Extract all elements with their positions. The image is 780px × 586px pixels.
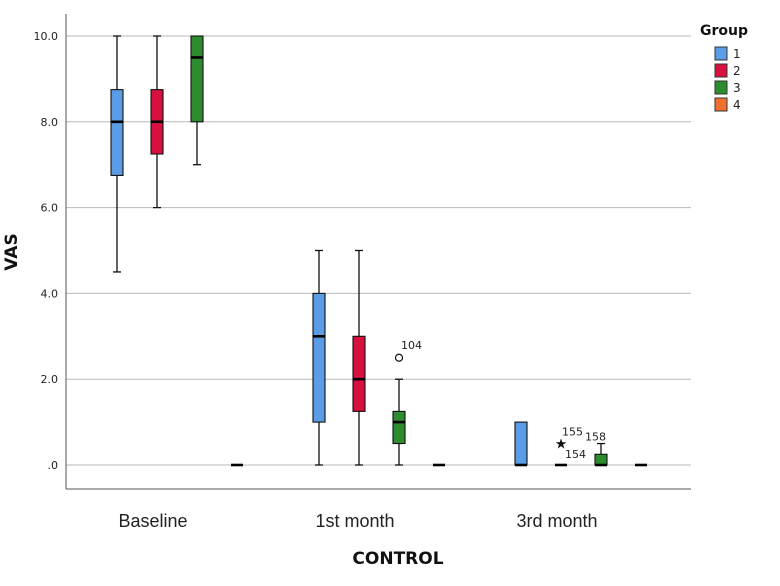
y-axis-title: VAS [2, 233, 22, 270]
y-tick-labels: .0 2.0 4.0 6.0 8.0 10.0 [34, 30, 59, 472]
box-group-series-2-1 [352, 249, 366, 466]
box-group-series-3-0 [190, 35, 204, 166]
box-series-3 [190, 35, 204, 123]
legend-label-1: 1 [733, 47, 741, 61]
y-tick-label: 6.0 [41, 202, 59, 215]
legend-swatch-1 [714, 46, 728, 61]
outlier-label: 155 [562, 426, 583, 439]
outlier-label: 154 [565, 448, 586, 461]
x-category-label: 1st month [315, 511, 394, 531]
box-series-1 [312, 292, 326, 423]
legend-swatch-4 [714, 97, 728, 112]
box-group-series-2-0 [150, 35, 164, 209]
box-series-3 [594, 453, 608, 466]
y-tick-label: 8.0 [41, 116, 59, 129]
outlier-circle [394, 353, 404, 362]
x-category-label: Baseline [118, 511, 187, 531]
x-axis-title: CONTROL [352, 549, 443, 569]
outlier-label: 104 [401, 339, 422, 352]
box-group-series-1-1 [312, 249, 326, 466]
legend-label-4: 4 [733, 98, 741, 112]
gridlines [66, 35, 691, 466]
boxes [110, 35, 647, 467]
box-series-3 [392, 410, 406, 445]
outlier-label: 158 [585, 431, 606, 444]
legend-label-2: 2 [733, 64, 741, 78]
box-group-series-3-2 [594, 442, 608, 467]
outlier-star: ★ [555, 436, 568, 452]
legend-swatch-2 [714, 63, 728, 78]
legend-label-3: 3 [733, 81, 741, 95]
legend-title: Group [700, 23, 748, 39]
legend: 1 2 3 4 [714, 46, 741, 112]
y-tick-label: 4.0 [41, 287, 59, 300]
y-tick-label: 2.0 [41, 373, 59, 386]
x-category-labels: Baseline 1st month 3rd month [118, 511, 597, 531]
box-group-series-3-1 [392, 378, 406, 466]
x-category-label: 3rd month [516, 511, 597, 531]
legend-swatch-3 [714, 80, 728, 95]
box-series-1 [514, 421, 528, 466]
y-tick-label: 10.0 [34, 30, 59, 43]
outliers: 104 ★155 154 158 [394, 339, 606, 461]
y-tick-label: .0 [48, 459, 59, 472]
box-series-1 [110, 89, 124, 176]
box-group-series-1-0 [110, 35, 124, 273]
box-series-2 [352, 335, 366, 412]
box-group-series-1-2 [514, 421, 528, 467]
